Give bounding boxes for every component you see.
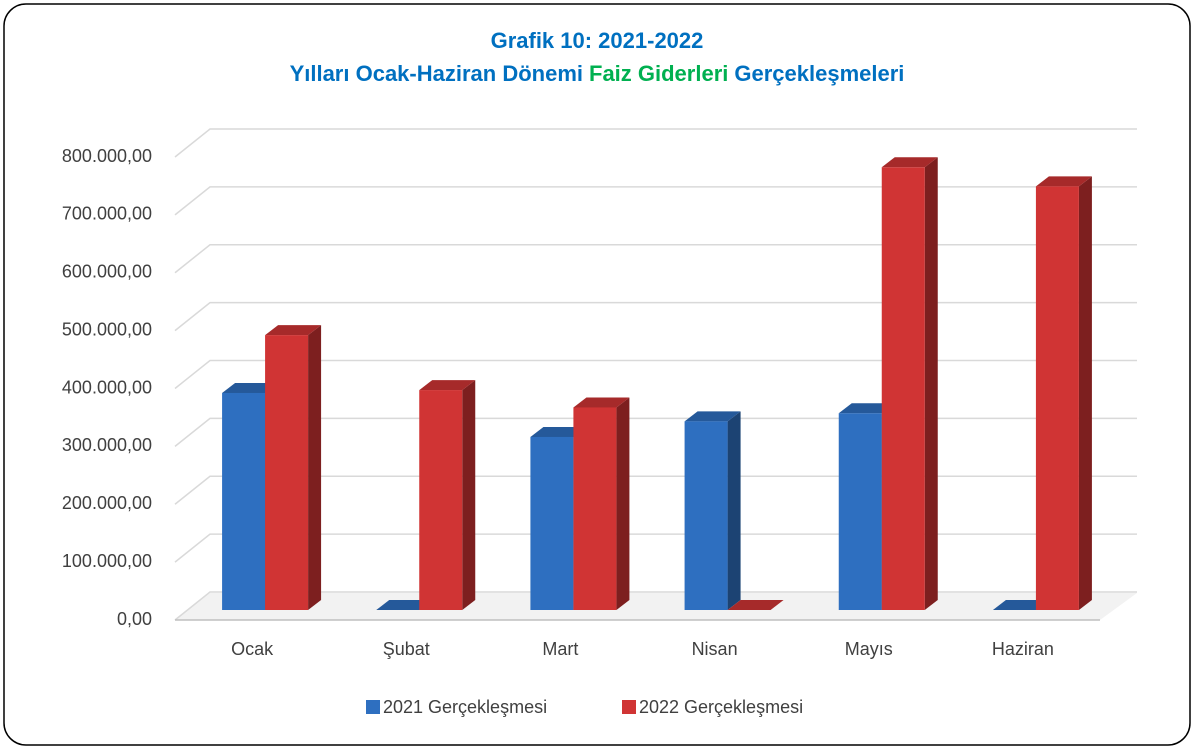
y-tick-label: 800.000,00 [62, 146, 152, 166]
y-tick-label: 100.000,00 [62, 551, 152, 571]
bar-top [684, 411, 741, 422]
bar-front [881, 167, 925, 610]
bar-top [573, 397, 630, 408]
chart-title: Grafik 10: 2021-2022 [491, 28, 704, 53]
bar-front [838, 413, 882, 610]
grid-line [174, 128, 1137, 158]
bar-top [1035, 176, 1092, 187]
bar [881, 157, 938, 610]
bar [992, 600, 1049, 610]
legend-label: 2021 Gerçekleşmesi [383, 697, 547, 717]
bar-front [265, 335, 309, 610]
y-tick-label: 400.000,00 [62, 377, 152, 397]
bar-top [419, 380, 476, 391]
bar-top [530, 426, 587, 437]
legend-swatch [366, 700, 380, 714]
bar-front [222, 392, 266, 610]
bar-side [924, 157, 938, 610]
legend-label: 2022 Gerçekleşmesi [639, 697, 803, 717]
bar-front [1035, 186, 1079, 611]
chart-frame [3, 3, 1191, 746]
grid-line [174, 475, 1137, 505]
bar-side [727, 411, 741, 610]
grid-line [174, 533, 1137, 563]
bar-top [727, 600, 784, 610]
grid-line [174, 244, 1137, 274]
y-tick-label: 0,00 [117, 609, 152, 629]
subtitle-part: Yılları Ocak-Haziran Dönemi [290, 61, 583, 86]
grid-line [174, 301, 1137, 332]
bar-top [838, 403, 895, 414]
x-tick-label: Mayıs [845, 639, 893, 659]
bar [573, 397, 630, 610]
x-tick-label: Nisan [692, 639, 738, 659]
chart-subtitle: Yılları Ocak-Haziran Dönemi Faiz Giderler… [290, 61, 905, 86]
bar-front [573, 407, 617, 610]
subtitle-part: Gerçekleşmeleri [734, 61, 904, 86]
x-tick-label: Şubat [383, 639, 430, 659]
y-tick-label: 500.000,00 [62, 319, 152, 339]
bar [419, 380, 476, 610]
bar [1035, 176, 1092, 611]
y-tick-label: 200.000,00 [62, 493, 152, 513]
bar-top [222, 382, 279, 393]
bar-side [462, 380, 476, 610]
subtitle-part: Faiz Giderleri [589, 61, 728, 86]
bar-side [616, 397, 630, 610]
x-tick-label: Haziran [992, 639, 1054, 659]
bar [727, 600, 784, 610]
x-tick-label: Mart [542, 639, 578, 659]
y-tick-label: 700.000,00 [62, 204, 152, 224]
y-tick-label: 300.000,00 [62, 435, 152, 455]
y-tick-label: 600.000,00 [62, 262, 152, 282]
x-tick-label: Ocak [231, 639, 274, 659]
bar [265, 325, 322, 610]
bar-top [376, 600, 433, 610]
legend-swatch [622, 700, 636, 714]
bar-side [308, 325, 322, 610]
grid-line [174, 417, 1137, 447]
bar-top [992, 600, 1049, 610]
bar [684, 411, 741, 610]
bar [376, 600, 433, 610]
bar-side [1078, 176, 1092, 611]
grid-line [174, 186, 1137, 216]
bar-front [419, 390, 463, 610]
bar-front [530, 436, 574, 610]
grid-line [174, 359, 1137, 390]
grid-line [174, 591, 1137, 621]
bar-front [684, 421, 728, 610]
bar-top [265, 325, 322, 336]
bar-top [881, 157, 938, 168]
